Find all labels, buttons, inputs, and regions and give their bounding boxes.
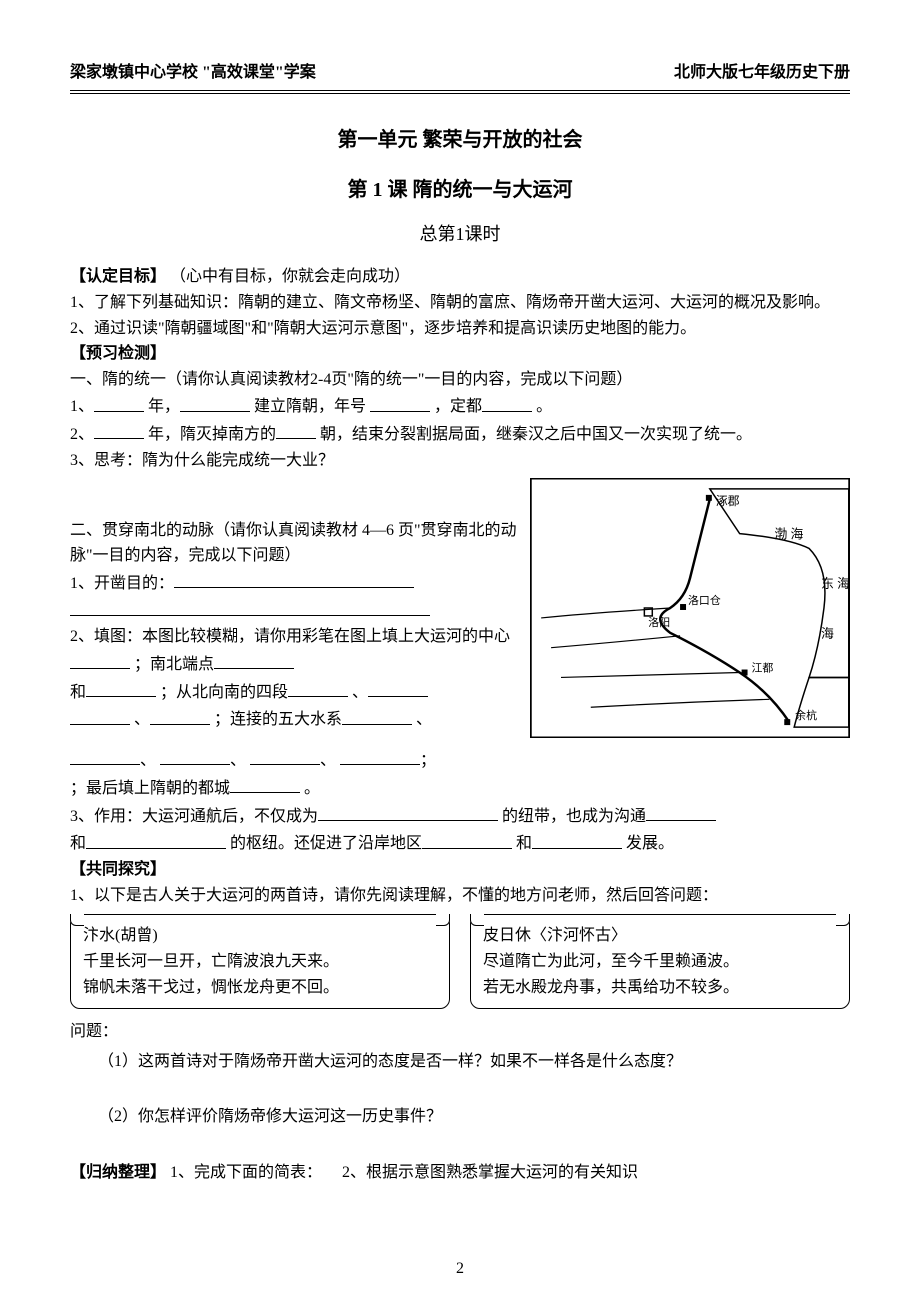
preview-p3: 3、作用：大运河通航后，不仅成为 的纽带，也成为沟通 — [70, 802, 850, 830]
preview-section1-title: 一、隋的统一（请你认真阅读教材2-4页"隋的统一"一目的内容，完成以下问题） — [70, 367, 850, 393]
summary-part2: 2、根据示意图熟悉掌握大运河的有关知识 — [342, 1164, 638, 1181]
explore-q2: （2）你怎样评价隋炀帝修大运河这一历史事件？ — [98, 1104, 850, 1130]
goal-item-2: 2、通过识读"隋朝疆域图"和"隋朝大运河示意图"，逐步培养和提高识读历史地图的能… — [70, 316, 850, 342]
preview-heading: 【预习检测】 — [70, 341, 850, 367]
svg-text:海: 海 — [821, 626, 834, 640]
map-label-luoyang: 洛阳 — [648, 614, 670, 628]
page-number: 2 — [0, 1256, 920, 1282]
map-label-jiangdu: 江都 — [752, 661, 774, 674]
header-right: 北师大版七年级历史下册 — [674, 60, 850, 86]
poem1-line1: 千里长河一旦开，亡隋波浪九天来。 — [83, 949, 437, 975]
map-label-dong: 东 海 — [821, 577, 850, 591]
preview-q3: 3、思考：隋为什么能完成统一大业？ — [70, 448, 850, 474]
poem2-author: 皮日休〈汴河怀古〉 — [483, 923, 837, 949]
unit-title: 第一单元 繁荣与开放的社会 — [70, 124, 850, 156]
preview-p2-cont: 、 、 、 ； — [70, 746, 850, 774]
poem2-line1: 尽道隋亡为此河，至今千里赖通波。 — [483, 949, 837, 975]
question-label: 问题： — [70, 1019, 850, 1045]
goals-note: （心中有目标，你就会走向成功） — [170, 268, 410, 285]
map-label-zhuojun: 涿郡 — [716, 493, 740, 507]
poem-box-2: 皮日休〈汴河怀古〉 尽道隋亡为此河，至今千里赖通波。 若无水殿龙舟事，共禹给功不… — [470, 914, 850, 1009]
poem1-author: 汴水(胡曾) — [83, 923, 437, 949]
lesson-title: 第 1 课 隋的统一与大运河 — [70, 174, 850, 206]
poem1-line2: 锦帆未落干戈过，惆怅龙舟更不回。 — [83, 975, 437, 1001]
preview-section2-title: 二、贯穿南北的动脉（请你认真阅读教材 4—6 页"贯穿南北的动脉"一目的内容，完… — [70, 518, 518, 569]
goals-heading: 【认定目标】 — [70, 268, 166, 285]
preview-q1: 1、 年， 建立隋朝，年号 ，定都 。 — [70, 392, 850, 420]
session-number: 总第1课时 — [70, 220, 850, 249]
poem-box-1: 汴水(胡曾) 千里长河一旦开，亡隋波浪九天来。 锦帆未落干戈过，惆怅龙舟更不回。 — [70, 914, 450, 1009]
goal-item-1: 1、了解下列基础知识：隋朝的建立、隋文帝杨坚、隋朝的富庶、隋炀帝开凿大运河、大运… — [70, 290, 850, 316]
map-label-yuhang: 余杭 — [795, 708, 817, 722]
section2-text: 二、贯穿南北的动脉（请你认真阅读教材 4—6 页"贯穿南北的动脉"一目的内容，完… — [70, 478, 518, 747]
explore-heading: 【共同探究】 — [70, 857, 850, 883]
header-left: 梁家墩镇中心学校 "高效课堂"学案 — [70, 60, 316, 86]
map-label-bohai: 渤 海 — [774, 526, 803, 541]
preview-q2: 2、 年，隋灭掉南方的 朝，结束分裂割据局面，继秦汉之后中国又一次实现了统一。 — [70, 420, 850, 448]
summary-heading: 【归纳整理】 — [70, 1164, 166, 1181]
map-label-luokou: 洛口仓 — [688, 593, 721, 607]
explore-q1: （1）这两首诗对于隋炀帝开凿大运河的态度是否一样？如果不一样各是什么态度？ — [98, 1049, 850, 1075]
summary-part1: 1、完成下面的简表： — [170, 1164, 322, 1181]
canal-map: 涿郡 渤 海 洛口仓 洛阳 东 海 海 江都 余杭 — [530, 478, 850, 747]
header-divider — [70, 90, 850, 94]
poem2-line2: 若无水殿龙舟事，共禹给功不较多。 — [483, 975, 837, 1001]
explore-intro: 1、以下是古人关于大运河的两首诗，请你先阅读理解，不懂的地方问老师，然后回答问题… — [70, 883, 850, 909]
